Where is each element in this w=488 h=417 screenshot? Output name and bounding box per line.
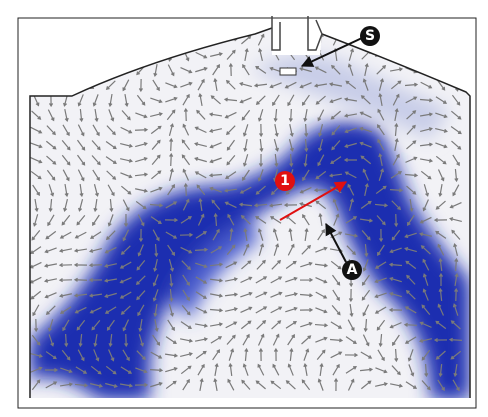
source-box: [280, 68, 296, 75]
a-label: A: [347, 262, 358, 278]
s-label: S: [365, 28, 375, 44]
figure: S 1 A: [0, 0, 488, 417]
one-label: 1: [280, 173, 290, 189]
page: S 1 A (() => { const data = JSON.parse(d…: [0, 0, 488, 417]
